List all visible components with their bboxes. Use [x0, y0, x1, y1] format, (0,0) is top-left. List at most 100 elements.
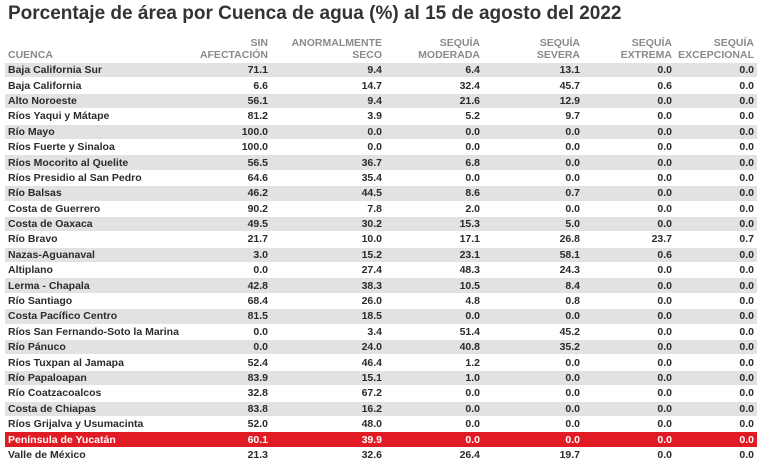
- table-row: Ríos Tuxpan al Jamapa 52.4 46.4 1.2 0.0 0.0 0.…: [5, 354, 757, 371]
- cuenca-name-cell: Altiplano: [5, 262, 183, 279]
- percentage-cell: 21.7: [183, 231, 271, 248]
- percentage-cell: 0.0: [675, 63, 757, 79]
- percentage-cell: 0.0: [675, 339, 757, 356]
- cuenca-name-cell: Ríos Grijalva y Usumacinta: [5, 416, 183, 433]
- header-line: SEQUÍA: [631, 37, 672, 49]
- percentage-cell: 14.7: [271, 77, 385, 94]
- cuenca-name-cell: Río Bravo: [5, 231, 183, 248]
- table-header: CUENCA SIN AFECTACIÓN ANORMALMENTE SECO …: [5, 33, 757, 63]
- cuenca-name-cell: Río Coatzacoalcos: [5, 385, 183, 402]
- percentage-cell: 9.4: [271, 63, 385, 79]
- percentage-cell: 3.4: [271, 324, 385, 341]
- percentage-cell: 71.1: [183, 63, 271, 79]
- percentage-cell: 24.3: [483, 262, 583, 279]
- header-sequia-severa: SEQUÍA SEVERA: [483, 33, 583, 63]
- percentage-cell: 8.4: [483, 277, 583, 294]
- percentage-cell: 10.5: [385, 277, 483, 294]
- percentage-cell: 19.7: [483, 447, 583, 464]
- percentage-cell: 3.0: [183, 247, 271, 264]
- percentage-cell: 35.2: [483, 339, 583, 356]
- percentage-cell: 100.0: [183, 124, 271, 140]
- percentage-cell: 0.0: [183, 262, 271, 279]
- percentage-cell: 48.0: [271, 416, 385, 433]
- cuenca-name-cell: Ríos Mocorito al Quelite: [5, 154, 183, 171]
- percentage-cell: 0.0: [583, 370, 675, 387]
- percentage-cell: 0.6: [583, 77, 675, 94]
- percentage-cell: 2.0: [385, 201, 483, 217]
- table-row: Baja California Sur 71.1 9.4 6.4 13.1 0.0 0.0: [5, 63, 757, 79]
- percentage-cell: 0.0: [483, 416, 583, 433]
- percentage-cell: 46.2: [183, 185, 271, 202]
- header-row: CUENCA SIN AFECTACIÓN ANORMALMENTE SECO …: [5, 33, 757, 63]
- percentage-cell: 38.3: [271, 277, 385, 294]
- percentage-cell: 0.8: [483, 293, 583, 310]
- cuenca-name-cell: Río Papaloapan: [5, 370, 183, 387]
- percentage-cell: 6.6: [183, 77, 271, 94]
- percentage-cell: 0.0: [483, 308, 583, 325]
- percentage-cell: 0.0: [583, 124, 675, 140]
- percentage-cell: 0.0: [583, 216, 675, 233]
- percentage-cell: 0.0: [483, 139, 583, 156]
- header-line: CUENCA: [8, 49, 53, 61]
- header-sequia-extrema: SEQUÍA EXTREMA: [583, 33, 675, 63]
- percentage-cell: 35.4: [271, 170, 385, 187]
- percentage-cell: 0.0: [385, 139, 483, 156]
- percentage-cell: 39.9: [271, 431, 385, 448]
- percentage-cell: 0.0: [675, 201, 757, 217]
- table-row: Costa de Guerrero 90.2 7.8 2.0 0.0 0.0 0.0: [5, 201, 757, 217]
- percentage-cell: 81.2: [183, 108, 271, 125]
- header-line: SEQUÍA: [713, 37, 754, 49]
- percentage-cell: 0.0: [675, 354, 757, 371]
- percentage-cell: 26.4: [385, 447, 483, 464]
- cuenca-name-cell: Río Balsas: [5, 185, 183, 202]
- percentage-cell: 17.1: [385, 231, 483, 248]
- percentage-cell: 100.0: [183, 139, 271, 156]
- table-row: Río Coatzacoalcos 32.8 67.2 0.0 0.0 0.0 0.0: [5, 385, 757, 402]
- percentage-cell: 52.4: [183, 354, 271, 371]
- percentage-cell: 44.5: [271, 185, 385, 202]
- percentage-cell: 0.0: [675, 185, 757, 202]
- percentage-cell: 83.8: [183, 401, 271, 417]
- table-row: Costa de Chiapas 83.8 16.2 0.0 0.0 0.0 0.0: [5, 401, 757, 417]
- percentage-cell: 0.0: [675, 170, 757, 187]
- cuenca-name-cell: Costa de Oaxaca: [5, 216, 183, 233]
- percentage-cell: 0.0: [583, 108, 675, 125]
- percentage-cell: 0.0: [675, 93, 757, 110]
- percentage-cell: 45.2: [483, 324, 583, 341]
- percentage-cell: 49.5: [183, 216, 271, 233]
- percentage-cell: 0.0: [483, 124, 583, 140]
- header-line: EXTREMA: [620, 49, 672, 61]
- percentage-cell: 0.0: [583, 354, 675, 371]
- percentage-cell: 9.4: [271, 93, 385, 110]
- percentage-cell: 13.1: [483, 63, 583, 79]
- percentage-cell: 0.0: [483, 154, 583, 171]
- table-row: Ríos Grijalva y Usumacinta 52.0 48.0 0.0 0.0…: [5, 416, 757, 433]
- cuenca-name-cell: Ríos Yaqui y Mátape: [5, 108, 183, 125]
- percentage-cell: 0.0: [583, 277, 675, 294]
- header-sin-afectacion: SIN AFECTACIÓN: [183, 33, 271, 63]
- percentage-cell: 0.0: [483, 201, 583, 217]
- cuenca-name-cell: Alto Noroeste: [5, 93, 183, 110]
- table-row: Río Balsas 46.2 44.5 8.6 0.7 0.0 0.0: [5, 185, 757, 202]
- cuenca-name-cell: Ríos Presidio al San Pedro: [5, 170, 183, 187]
- percentage-cell: 0.0: [483, 354, 583, 371]
- percentage-cell: 0.0: [385, 385, 483, 402]
- cuenca-name-cell: Costa de Chiapas: [5, 401, 183, 417]
- percentage-cell: 0.0: [583, 385, 675, 402]
- percentage-cell: 0.0: [583, 201, 675, 217]
- percentage-cell: 0.0: [385, 124, 483, 140]
- percentage-cell: 1.2: [385, 354, 483, 371]
- percentage-cell: 0.0: [675, 385, 757, 402]
- table-row: Península de Yucatán 60.1 39.9 0.0 0.0 0.0 0.0: [5, 431, 757, 448]
- page-title: Porcentaje de área por Cuenca de agua (%…: [8, 3, 622, 24]
- table-row: Ríos Fuerte y Sinaloa 100.0 0.0 0.0 0.0 0.0 0.…: [5, 139, 757, 156]
- percentage-cell: 0.0: [675, 77, 757, 94]
- percentage-cell: 0.0: [385, 416, 483, 433]
- percentage-cell: 0.0: [483, 370, 583, 387]
- table-row: Ríos Mocorito al Quelite 56.5 36.7 6.8 0.0 0.…: [5, 154, 757, 171]
- cuenca-name-cell: Ríos Fuerte y Sinaloa: [5, 139, 183, 156]
- percentage-cell: 0.0: [675, 324, 757, 341]
- cuenca-name-cell: Península de Yucatán: [5, 431, 183, 448]
- percentage-cell: 0.0: [675, 308, 757, 325]
- percentage-cell: 0.0: [583, 185, 675, 202]
